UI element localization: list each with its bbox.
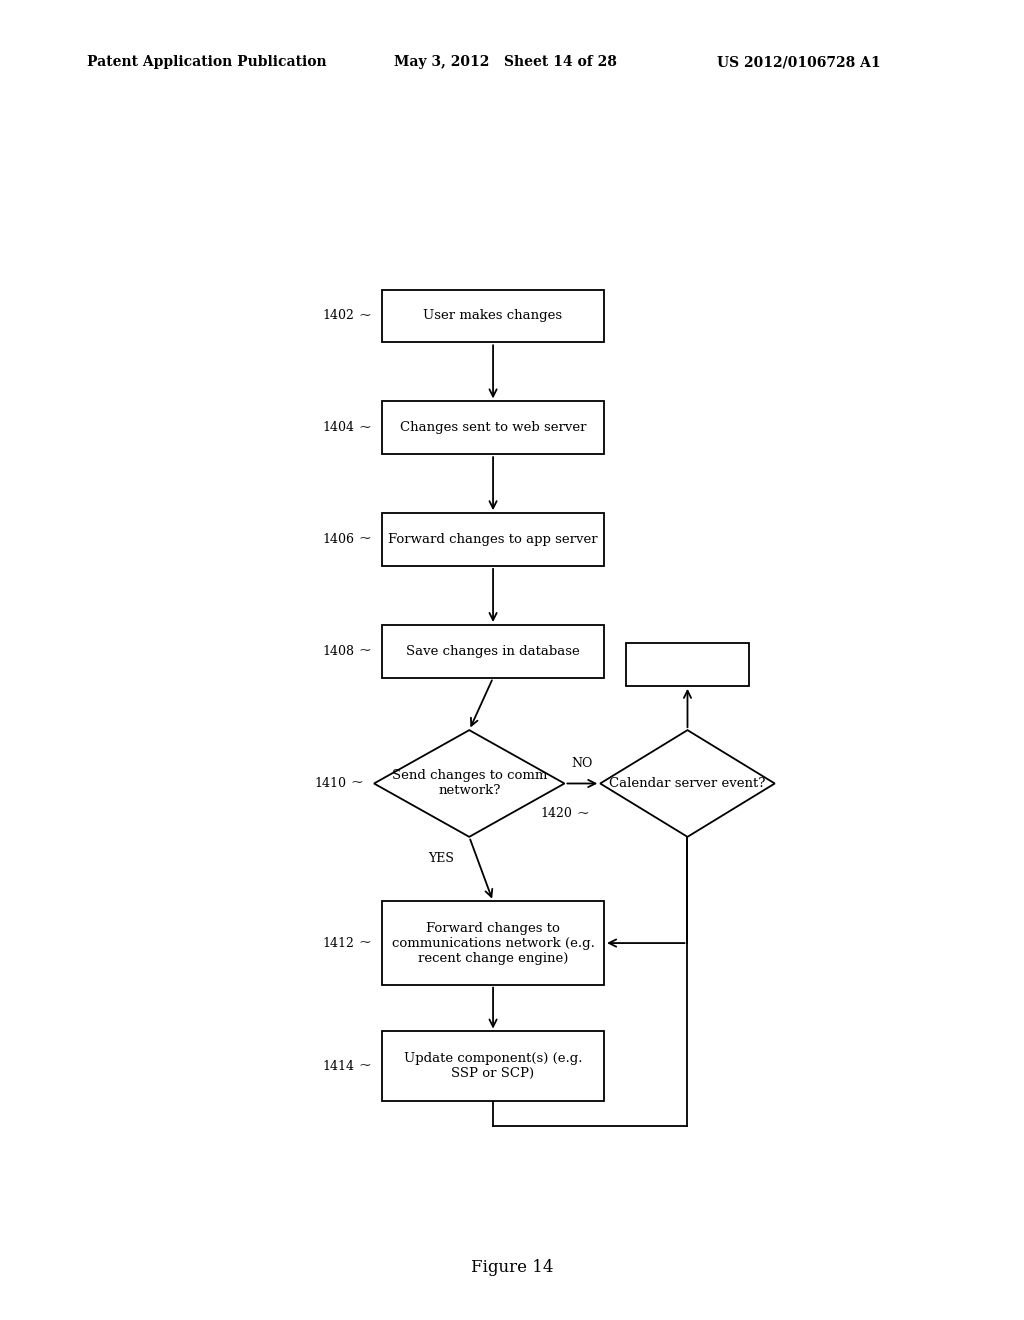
- Text: May 3, 2012   Sheet 14 of 28: May 3, 2012 Sheet 14 of 28: [394, 55, 617, 70]
- Text: Save changes in database: Save changes in database: [407, 645, 580, 657]
- Text: Calendar server event?: Calendar server event?: [609, 777, 766, 789]
- Bar: [382, 513, 604, 566]
- Text: YES: YES: [428, 853, 455, 865]
- Text: ~: ~: [358, 644, 371, 659]
- Bar: [626, 643, 749, 686]
- Bar: [382, 902, 604, 985]
- Text: ~: ~: [358, 532, 371, 546]
- Text: Figure 14: Figure 14: [471, 1259, 553, 1276]
- Text: Update component(s) (e.g.
SSP or SCP): Update component(s) (e.g. SSP or SCP): [403, 1052, 583, 1080]
- Bar: [382, 624, 604, 677]
- Text: Forward changes to
communications network (e.g.
recent change engine): Forward changes to communications networ…: [391, 921, 595, 965]
- Text: ~: ~: [358, 1059, 371, 1073]
- Text: 1406: 1406: [323, 533, 354, 546]
- Bar: [382, 289, 604, 342]
- Text: 1414: 1414: [323, 1060, 354, 1073]
- Text: 1420: 1420: [541, 808, 572, 821]
- Text: Send changes to comm
network?: Send changes to comm network?: [391, 770, 547, 797]
- Text: 1402: 1402: [323, 309, 354, 322]
- Text: ~: ~: [358, 421, 371, 434]
- Bar: [382, 1031, 604, 1101]
- Text: ~: ~: [358, 309, 371, 323]
- Text: US 2012/0106728 A1: US 2012/0106728 A1: [717, 55, 881, 70]
- Text: 1412: 1412: [323, 937, 354, 949]
- Text: User makes changes: User makes changes: [424, 309, 562, 322]
- Text: 1408: 1408: [323, 645, 354, 657]
- Text: NO: NO: [571, 758, 593, 771]
- Bar: [382, 401, 604, 454]
- Text: Changes sent to web server: Changes sent to web server: [399, 421, 587, 434]
- Text: 1404: 1404: [323, 421, 354, 434]
- Text: ~: ~: [358, 936, 371, 950]
- Text: ~: ~: [350, 776, 362, 791]
- Text: Patent Application Publication: Patent Application Publication: [87, 55, 327, 70]
- Text: Forward changes to app server: Forward changes to app server: [388, 533, 598, 546]
- Text: ~: ~: [577, 807, 589, 821]
- Text: 1410: 1410: [314, 777, 346, 789]
- Polygon shape: [600, 730, 775, 837]
- Polygon shape: [374, 730, 564, 837]
